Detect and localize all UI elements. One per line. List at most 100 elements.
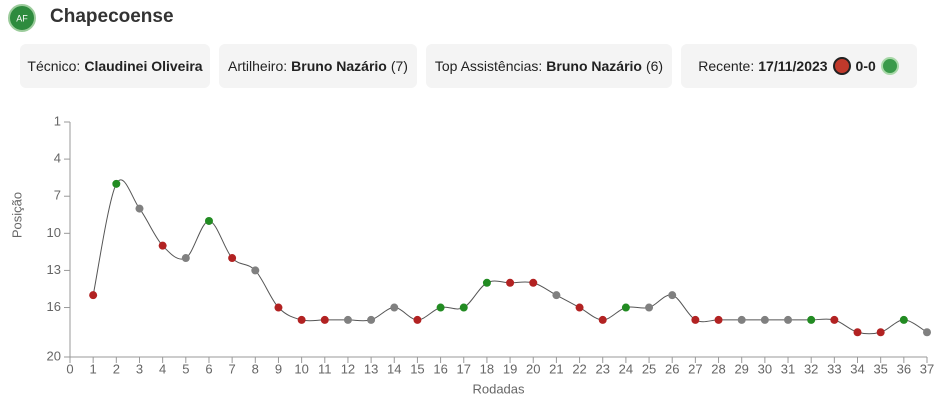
x-tick-label: 18 (480, 361, 494, 376)
x-tick-label: 34 (850, 361, 864, 376)
x-tick-label: 21 (549, 361, 563, 376)
x-tick-label: 0 (66, 361, 73, 376)
result-point (645, 303, 654, 312)
x-tick-label: 5 (182, 361, 189, 376)
opponent-crest (832, 57, 851, 75)
team-title: Chapecoense (50, 6, 174, 27)
x-tick-label: 22 (572, 361, 586, 376)
x-tick-label: 19 (503, 361, 517, 376)
x-tick-label: 6 (205, 361, 212, 376)
x-tick-label: 27 (688, 361, 702, 376)
x-tick-label: 32 (804, 361, 818, 376)
assist-card: Top Assistências: Bruno Nazário (6) (426, 44, 672, 88)
result-point (367, 315, 376, 324)
result-point (459, 303, 468, 312)
x-tick-label: 24 (619, 361, 633, 376)
result-point (89, 291, 98, 300)
result-point (181, 254, 190, 263)
result-point (274, 303, 283, 312)
card-label: Técnico: (27, 58, 81, 74)
x-tick-label: 1 (90, 361, 97, 376)
x-tick-label: 2 (113, 361, 120, 376)
x-tick-label: 11 (318, 361, 332, 376)
position-line (92, 179, 928, 335)
x-tick-label: 35 (873, 361, 887, 376)
card-value: Claudinei Oliveira (84, 58, 203, 74)
result-point (830, 315, 839, 324)
result-point (737, 315, 746, 324)
result-point (899, 315, 908, 324)
result-point (506, 278, 515, 287)
scorer-card: Artilheiro: Bruno Nazário (7) (219, 44, 417, 88)
result-point (158, 241, 167, 250)
card-label: Top Assistências: (434, 58, 543, 74)
y-tick-label: 4 (54, 151, 61, 166)
y-tick-label: 7 (54, 188, 61, 203)
result-point (413, 315, 422, 324)
x-tick-label: 25 (642, 361, 656, 376)
y-tick-label: 10 (47, 225, 61, 240)
result-point (552, 291, 561, 300)
result-point (876, 328, 885, 337)
x-tick-label: 26 (665, 361, 679, 376)
coach-card: Técnico: Claudinei Oliveira (20, 44, 210, 88)
result-point (390, 303, 399, 312)
result-point (529, 278, 538, 287)
result-point (714, 315, 723, 324)
x-tick-label: 28 (711, 361, 725, 376)
result-point (760, 315, 769, 324)
result-point (668, 291, 677, 300)
y-tick-label: 20 (47, 348, 61, 363)
x-tick-label: 15 (410, 361, 424, 376)
result-point (320, 315, 329, 324)
result-point (691, 315, 700, 324)
team-crest-small (880, 57, 899, 75)
result-point (343, 315, 352, 324)
card-extra: (7) (390, 58, 408, 74)
result-point (135, 204, 144, 213)
result-point (598, 315, 607, 324)
x-tick-label: 16 (433, 361, 447, 376)
y-tick-label: 16 (47, 299, 61, 314)
x-axis-label: Rodadas (472, 381, 525, 396)
card-score: 0-0 (855, 58, 876, 74)
card-value: Bruno Nazário (546, 58, 642, 74)
x-tick-label: 37 (920, 361, 934, 376)
x-tick-label: 9 (275, 361, 282, 376)
x-tick-label: 14 (387, 361, 401, 376)
x-tick-label: 31 (781, 361, 795, 376)
x-tick-label: 30 (758, 361, 772, 376)
x-tick-label: 29 (734, 361, 748, 376)
x-tick-label: 33 (827, 361, 841, 376)
result-point (807, 315, 816, 324)
result-point (251, 266, 260, 275)
x-tick-label: 8 (252, 361, 259, 376)
x-tick-label: 17 (457, 361, 471, 376)
x-tick-label: 4 (159, 361, 166, 376)
result-point (112, 179, 121, 188)
card-extra: (6) (645, 58, 664, 74)
result-point (436, 303, 445, 312)
x-tick-label: 23 (595, 361, 609, 376)
card-label: Artilheiro: (228, 58, 288, 74)
x-tick-label: 10 (294, 361, 308, 376)
x-tick-label: 13 (364, 361, 378, 376)
result-point (621, 303, 630, 312)
result-point (297, 315, 306, 324)
x-tick-label: 36 (897, 361, 911, 376)
team-crest: AF (8, 4, 36, 32)
result-point (575, 303, 584, 312)
card-label: Recente: (698, 58, 755, 74)
result-point (923, 328, 931, 337)
result-point (204, 216, 213, 225)
svg-text:AF: AF (16, 13, 28, 23)
result-point (228, 254, 237, 263)
card-value: 17/11/2023 (758, 58, 828, 74)
result-point (784, 315, 793, 324)
x-tick-label: 12 (341, 361, 355, 376)
x-tick-label: 20 (526, 361, 540, 376)
x-tick-label: 7 (229, 361, 236, 376)
y-axis-label: Posição (9, 192, 24, 238)
